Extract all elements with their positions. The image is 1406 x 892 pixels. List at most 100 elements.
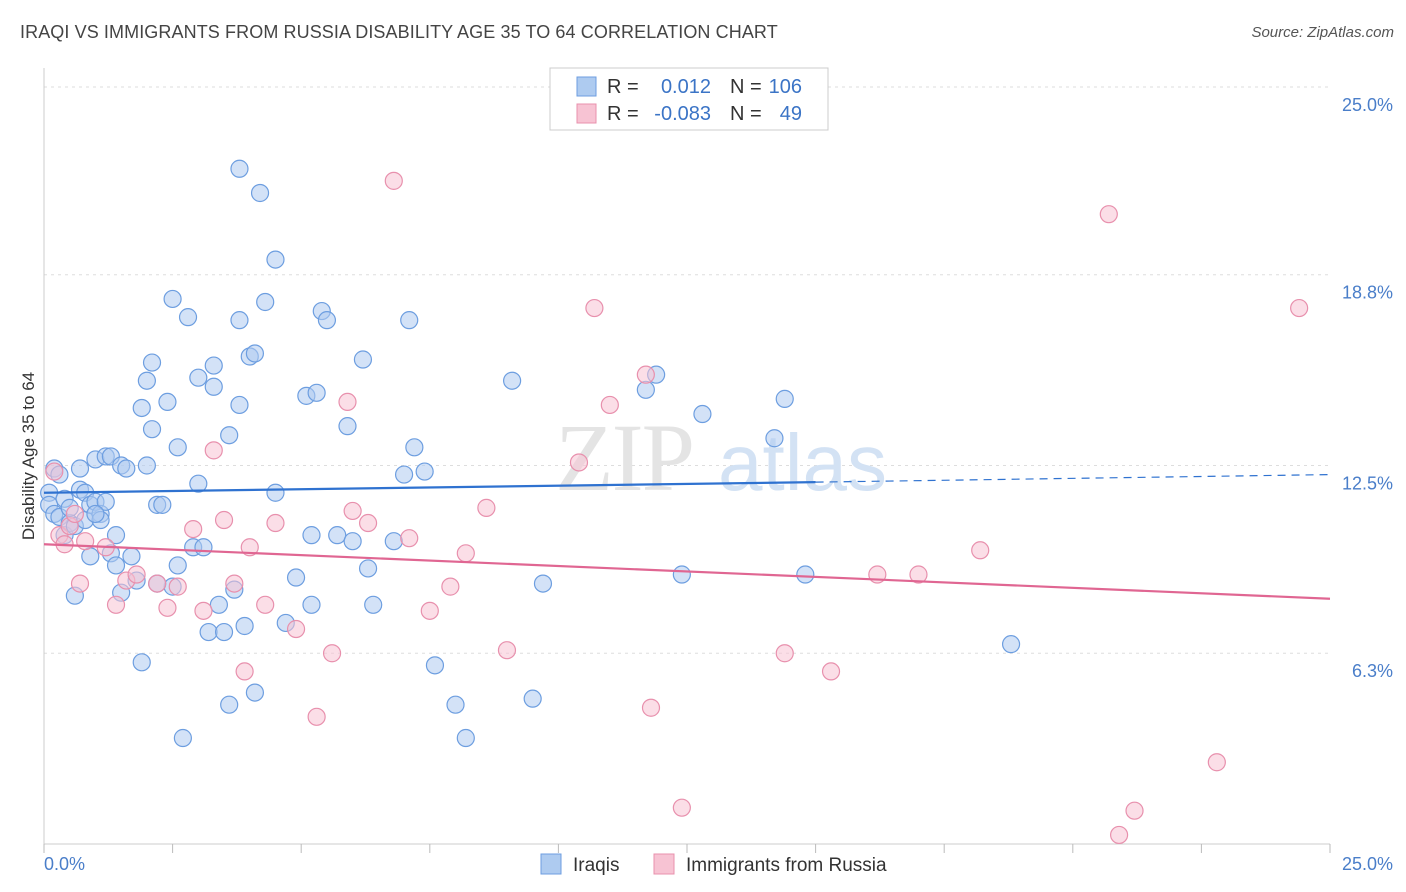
iraqis-point-30 bbox=[117, 459, 136, 478]
iraqis-point-72 bbox=[286, 568, 306, 587]
iraqis-point-70 bbox=[266, 250, 285, 269]
iraqis-point-90 bbox=[425, 656, 445, 675]
x-tick-label-max: 25.0% bbox=[1342, 854, 1393, 874]
iraqis-point-42 bbox=[163, 289, 182, 309]
russia-point-19 bbox=[235, 662, 254, 681]
iraqis-point-17 bbox=[81, 547, 100, 566]
russia-point-5 bbox=[70, 574, 90, 593]
iraqis-trend-line bbox=[43, 481, 816, 494]
iraqis-point-36 bbox=[137, 456, 156, 475]
russia-points bbox=[45, 171, 1309, 845]
russia-point-29 bbox=[384, 171, 403, 190]
russia-point-41 bbox=[672, 798, 691, 817]
iraqis-point-85 bbox=[384, 532, 403, 551]
iraqis-point-83 bbox=[358, 559, 378, 578]
russia-point-32 bbox=[441, 577, 460, 596]
iraqis-trend-extension bbox=[815, 473, 1331, 483]
iraqis-point-37 bbox=[142, 353, 162, 372]
iraqis-point-99 bbox=[693, 404, 712, 424]
russia-point-37 bbox=[585, 298, 604, 318]
iraqis-point-13 bbox=[70, 459, 90, 478]
iraqis-point-41 bbox=[158, 392, 177, 412]
trend-lines bbox=[43, 473, 1331, 600]
iraqis-point-52 bbox=[199, 622, 218, 642]
legend-n-label-2: N = bbox=[730, 103, 762, 125]
iraqis-point-27 bbox=[106, 556, 126, 575]
series-legend: Iraqis Immigrants from Russia bbox=[540, 853, 887, 876]
russia-point-42 bbox=[775, 644, 794, 663]
russia-point-8 bbox=[106, 595, 126, 614]
iraqis-point-87 bbox=[400, 311, 419, 330]
iraqis-point-40 bbox=[153, 495, 172, 514]
iraqis-point-26 bbox=[106, 526, 126, 545]
y-tick-label-0: 6.3% bbox=[1352, 661, 1393, 681]
legend-r-label-2: R = bbox=[607, 103, 639, 125]
russia-point-49 bbox=[1109, 825, 1129, 845]
bottom-legend-label-russia[interactable]: Immigrants from Russia bbox=[686, 855, 887, 876]
iraqis-point-55 bbox=[209, 595, 228, 614]
russia-point-20 bbox=[240, 538, 259, 557]
russia-point-12 bbox=[158, 598, 177, 617]
russia-point-47 bbox=[1099, 205, 1118, 224]
iraqis-point-56 bbox=[214, 622, 234, 642]
iraqis-point-94 bbox=[523, 689, 542, 708]
russia-point-13 bbox=[168, 577, 187, 596]
iraqis-point-68 bbox=[256, 292, 275, 312]
russia-point-43 bbox=[821, 662, 841, 681]
correlation-legend: R = 0.012 N = 106 R = -0.083 N = 49 bbox=[549, 67, 829, 131]
bottom-legend-label-iraqis[interactable]: Iraqis bbox=[573, 855, 619, 876]
y-tick-label-1: 12.5% bbox=[1342, 474, 1393, 494]
iraqis-point-74 bbox=[302, 526, 321, 545]
russia-point-17 bbox=[214, 510, 234, 530]
iraqis-point-62 bbox=[230, 395, 249, 415]
russia-point-24 bbox=[307, 707, 326, 726]
russia-point-14 bbox=[184, 519, 203, 539]
russia-point-38 bbox=[600, 395, 619, 415]
russia-point-34 bbox=[477, 498, 496, 517]
russia-point-45 bbox=[909, 565, 928, 584]
russia-point-10 bbox=[127, 565, 146, 584]
iraqis-point-93 bbox=[503, 371, 522, 390]
russia-point-40 bbox=[641, 698, 661, 717]
iraqis-point-101 bbox=[775, 389, 794, 408]
legend-r-label-1: R = bbox=[607, 76, 639, 98]
russia-point-33 bbox=[456, 544, 475, 563]
x-tick-label-min: 0.0% bbox=[44, 854, 85, 874]
iraqis-point-60 bbox=[230, 159, 249, 178]
iraqis-point-33 bbox=[132, 398, 151, 418]
russia-point-30 bbox=[400, 529, 419, 548]
legend-n-value-1: 106 bbox=[769, 76, 802, 98]
iraqis-point-76 bbox=[307, 383, 326, 402]
iraqis-point-49 bbox=[189, 474, 208, 493]
bottom-legend-swatch-russia[interactable] bbox=[653, 853, 675, 875]
russia-point-27 bbox=[343, 501, 362, 521]
legend-swatch-russia bbox=[576, 103, 597, 124]
iraqis-point-23 bbox=[96, 492, 115, 511]
russia-point-22 bbox=[266, 513, 285, 533]
russia-point-26 bbox=[338, 392, 357, 412]
watermark-atlas: atlas bbox=[718, 418, 887, 507]
iraqis-point-100 bbox=[765, 429, 784, 448]
russia-point-25 bbox=[322, 644, 342, 663]
iraqis-point-92 bbox=[456, 728, 475, 748]
iraqis-point-50 bbox=[189, 368, 208, 387]
source-label: Source: ZipAtlas.com bbox=[1251, 24, 1394, 41]
watermark: ZIP atlas bbox=[555, 404, 887, 511]
iraqis-point-66 bbox=[245, 683, 265, 702]
russia-point-31 bbox=[420, 601, 439, 620]
iraqis-point-102 bbox=[796, 565, 815, 584]
russia-point-35 bbox=[497, 641, 517, 660]
x-ticks bbox=[43, 844, 1331, 853]
iraqis-point-35 bbox=[137, 371, 156, 390]
legend-r-value-1: 0.012 bbox=[661, 76, 711, 98]
iraqis-point-53 bbox=[204, 356, 223, 375]
iraqis-point-34 bbox=[132, 653, 151, 672]
russia-point-15 bbox=[194, 601, 213, 620]
iraqis-point-78 bbox=[317, 311, 337, 330]
iraqis-point-80 bbox=[338, 417, 357, 436]
iraqis-point-81 bbox=[343, 532, 362, 551]
russia-point-36 bbox=[569, 453, 589, 472]
bottom-legend-swatch-iraqis[interactable] bbox=[540, 853, 562, 875]
iraqis-point-63 bbox=[235, 616, 254, 636]
chart-title: IRAQI VS IMMIGRANTS FROM RUSSIA DISABILI… bbox=[20, 22, 778, 42]
